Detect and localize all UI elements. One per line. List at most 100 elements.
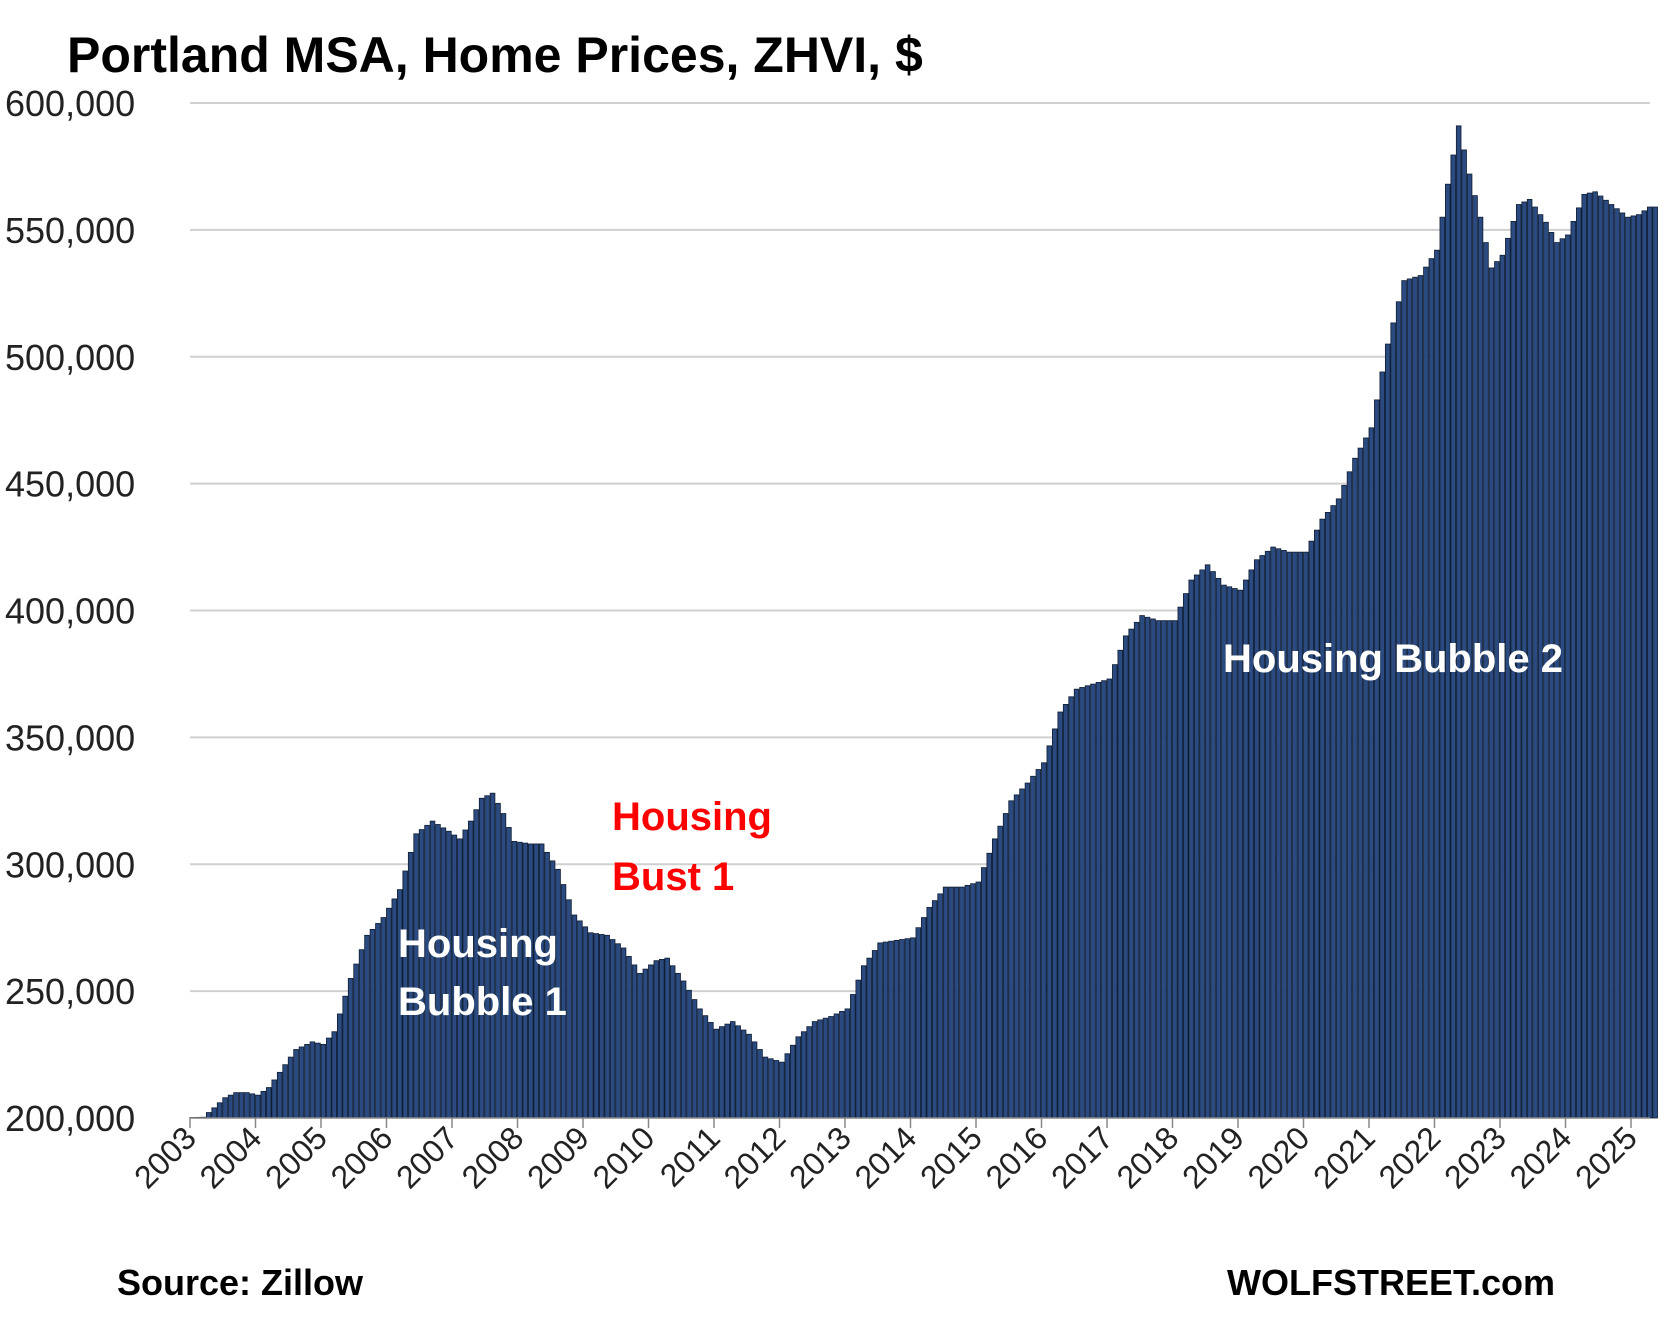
bar (1122, 635, 1129, 1119)
bar (227, 1094, 234, 1119)
bar (1384, 343, 1391, 1119)
bar (751, 1041, 758, 1119)
bar (1357, 447, 1364, 1119)
bar (915, 927, 922, 1119)
bar (211, 1107, 217, 1119)
bar (1597, 195, 1604, 1119)
chart-title: Portland MSA, Home Prices, ZHVI, $ (67, 27, 923, 83)
bar (697, 1008, 703, 1119)
x-tick-label: 2005 (258, 1119, 334, 1195)
bar (860, 965, 867, 1119)
bar (1013, 794, 1020, 1119)
annotation-bubble1-line2: Bubble 1 (398, 980, 567, 1024)
bar (1270, 546, 1276, 1119)
bar (1112, 664, 1118, 1119)
bar (1417, 275, 1424, 1119)
bar (1035, 769, 1042, 1119)
bar (1395, 301, 1402, 1119)
bar (1177, 606, 1184, 1119)
y-tick-label: 350,000 (5, 717, 135, 758)
bar (964, 884, 971, 1119)
bar (811, 1021, 818, 1119)
y-tick-label: 250,000 (5, 971, 135, 1012)
bar (975, 881, 982, 1119)
bar (1155, 620, 1162, 1119)
bar (1144, 616, 1151, 1119)
x-tick-label: 2009 (520, 1119, 596, 1195)
bar (724, 1023, 731, 1119)
bar (626, 956, 632, 1119)
bar (659, 959, 665, 1119)
bar (342, 995, 348, 1119)
bar (1073, 688, 1080, 1119)
bar (1062, 703, 1069, 1119)
bar (1308, 540, 1315, 1119)
bar (462, 829, 469, 1119)
bar (1619, 212, 1626, 1119)
y-tick-label: 500,000 (5, 337, 135, 378)
bar (216, 1102, 223, 1119)
bar (648, 964, 654, 1119)
bar (779, 1061, 785, 1119)
bar (1133, 621, 1140, 1119)
bar (631, 964, 638, 1119)
bar (959, 886, 965, 1119)
bar (1390, 322, 1396, 1119)
bar (882, 941, 889, 1119)
bar (457, 838, 463, 1119)
bar (331, 1031, 338, 1119)
bar (953, 886, 960, 1119)
bar (593, 933, 600, 1119)
bar (642, 968, 649, 1119)
bar (1335, 498, 1342, 1119)
bar (1199, 569, 1205, 1119)
bar (719, 1026, 725, 1119)
bar (326, 1037, 332, 1119)
bar (937, 893, 943, 1119)
bar (1095, 681, 1102, 1119)
bar (910, 937, 916, 1119)
x-tick-label: 2003 (127, 1119, 203, 1195)
bar (1461, 149, 1467, 1119)
bar (899, 939, 905, 1119)
bar (1625, 216, 1631, 1119)
annotation-bust1-line2: Bust 1 (612, 855, 734, 899)
bar (866, 957, 872, 1119)
x-tick-label: 2025 (1568, 1119, 1644, 1195)
bar (1314, 529, 1320, 1119)
bar (1363, 437, 1369, 1119)
bar (735, 1025, 741, 1119)
bar (386, 907, 392, 1119)
bar (997, 825, 1003, 1119)
x-tick-label: 2024 (1503, 1119, 1579, 1195)
bar (1024, 782, 1031, 1119)
bar (800, 1031, 807, 1119)
bar (1608, 204, 1615, 1119)
bar (1008, 800, 1014, 1119)
bar (1166, 620, 1173, 1119)
bar (839, 1011, 845, 1119)
bar (609, 939, 616, 1119)
bar (238, 1092, 245, 1119)
bar (817, 1019, 823, 1119)
x-tick-label: 2007 (389, 1119, 465, 1195)
bar (1319, 518, 1325, 1119)
y-tick-label: 400,000 (5, 591, 135, 632)
bar (762, 1056, 769, 1119)
bar (1117, 649, 1124, 1119)
bar (1210, 571, 1216, 1119)
bar (757, 1049, 763, 1119)
bar (1079, 687, 1085, 1119)
bar (506, 827, 512, 1119)
bar (233, 1092, 239, 1119)
bar (364, 934, 370, 1119)
x-tick-label: 2008 (455, 1119, 531, 1195)
bar (1346, 471, 1353, 1119)
bar (1352, 457, 1358, 1119)
bar (1401, 280, 1407, 1119)
bar (877, 942, 883, 1119)
y-tick-label: 550,000 (5, 210, 135, 251)
bar (746, 1033, 752, 1119)
bar (380, 917, 387, 1119)
bar (266, 1087, 272, 1119)
